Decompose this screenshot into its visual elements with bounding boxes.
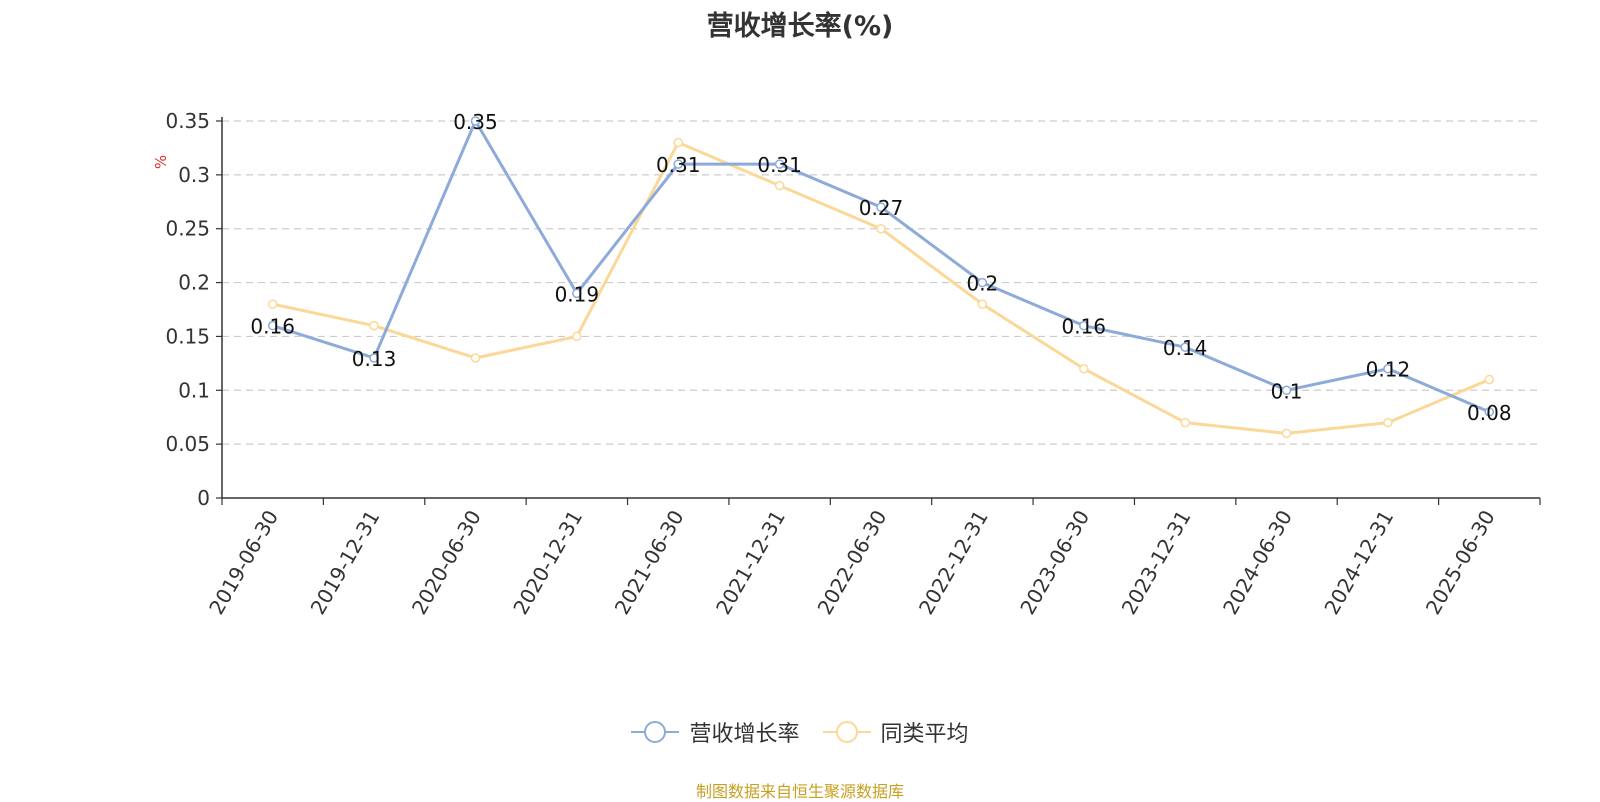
data-point-revenue-growth <box>876 202 886 212</box>
x-tick-label: 2021-12-31 <box>711 506 790 619</box>
data-point-peer-average <box>1281 428 1292 439</box>
legend-line-circle-icon <box>631 721 680 743</box>
data-point-revenue-growth <box>470 116 481 126</box>
data-point-revenue-growth <box>369 353 379 363</box>
y-axis-unit-label: % <box>152 155 170 169</box>
data-point-peer-average <box>1484 374 1495 385</box>
data-label: 0.27 <box>859 196 904 220</box>
data-point-revenue-growth <box>572 288 582 299</box>
data-point-revenue-growth <box>1281 385 1292 396</box>
y-tick-label: 0.2 <box>178 271 210 295</box>
data-point-revenue-growth <box>1484 407 1495 417</box>
y-tick-label: 0.35 <box>165 109 210 133</box>
data-point-peer-average <box>572 331 582 342</box>
y-tick-label: 0.15 <box>165 324 210 348</box>
data-point-peer-average <box>876 223 886 234</box>
data-point-revenue-growth <box>267 320 278 331</box>
data-source-note: 制图数据来自恒生聚源数据库 <box>695 782 904 801</box>
data-label: 0.16 <box>250 315 295 339</box>
data-label: 0.19 <box>555 282 600 306</box>
data-label: 0.16 <box>1062 315 1107 339</box>
series-line-revenue-growth <box>272 119 1490 414</box>
x-tick-label: 2019-12-31 <box>306 506 385 619</box>
data-point-revenue-growth <box>1180 342 1190 352</box>
data-label: 0.08 <box>1467 401 1512 425</box>
data-point-revenue-growth <box>673 159 683 169</box>
line-chart: 0 0.05 0.1 0.15 0.2 0.25 0.3 0.35 2019-06-30 2019… <box>152 109 1541 619</box>
data-point-peer-average <box>470 353 481 363</box>
x-tick-label: 2020-06-30 <box>407 506 486 619</box>
legend-item-revenue-growth[interactable]: 营收增长率 <box>631 716 800 748</box>
x-tick-label: 2023-06-30 <box>1015 506 1094 619</box>
data-label: 0.2 <box>966 272 998 296</box>
x-tick-label: 2025-06-30 <box>1421 506 1500 619</box>
data-point-peer-average <box>977 299 988 309</box>
legend-line-circle-icon <box>822 721 871 743</box>
data-label: 0.35 <box>453 110 498 134</box>
data-point-peer-average <box>1180 417 1190 428</box>
data-label: 0.14 <box>1163 336 1208 360</box>
x-tick-label: 2020-12-31 <box>508 506 587 619</box>
x-tick-label: 2024-06-30 <box>1218 506 1297 619</box>
x-tick-label: 2019-06-30 <box>204 506 283 619</box>
data-point-peer-average <box>774 180 785 191</box>
data-label: 0.31 <box>757 153 802 177</box>
data-labels: 0.16 0.13 0.35 0.19 0.31 0.31 0.27 0.2 0.16 0.14 0… <box>250 110 1511 425</box>
gridlines <box>222 120 1540 445</box>
data-point-revenue-growth <box>774 159 785 169</box>
data-label: 0.31 <box>656 153 701 177</box>
y-tick-label: 0.25 <box>165 217 210 241</box>
data-point-peer-average <box>1079 363 1089 374</box>
data-label: 0.1 <box>1271 379 1303 403</box>
legend-label-peer-average: 同类平均 <box>880 722 969 747</box>
data-point-peer-average <box>1383 417 1393 428</box>
y-tick-label: 0.05 <box>165 432 210 456</box>
data-point-peer-average <box>673 137 683 148</box>
x-tick-label: 2023-12-31 <box>1117 506 1196 619</box>
y-tick-label: 0.1 <box>178 378 210 402</box>
x-tick-label: 2022-12-31 <box>914 506 993 619</box>
data-point-revenue-growth <box>1383 363 1393 374</box>
legend-item-peer-average[interactable]: 同类平均 <box>822 716 969 748</box>
legend-label-revenue-growth: 营收增长率 <box>689 722 800 747</box>
data-point-peer-average <box>267 299 278 309</box>
series <box>267 116 1495 439</box>
data-point-peer-average <box>369 320 379 331</box>
y-tick-label: 0.3 <box>178 163 210 187</box>
x-tick-label: 2022-06-30 <box>812 506 891 619</box>
legend: 营收增长率 同类平均 <box>0 716 1600 751</box>
y-tick-label: 0 <box>197 486 210 510</box>
chart-title: 营收增长率(%) <box>706 11 894 42</box>
data-label: 0.12 <box>1366 358 1411 382</box>
x-tick-label: 2021-06-30 <box>610 506 689 619</box>
data-label: 0.13 <box>352 347 397 371</box>
x-tick-label: 2024-12-31 <box>1319 506 1398 619</box>
data-point-revenue-growth <box>1079 320 1089 331</box>
data-point-revenue-growth <box>977 277 988 288</box>
